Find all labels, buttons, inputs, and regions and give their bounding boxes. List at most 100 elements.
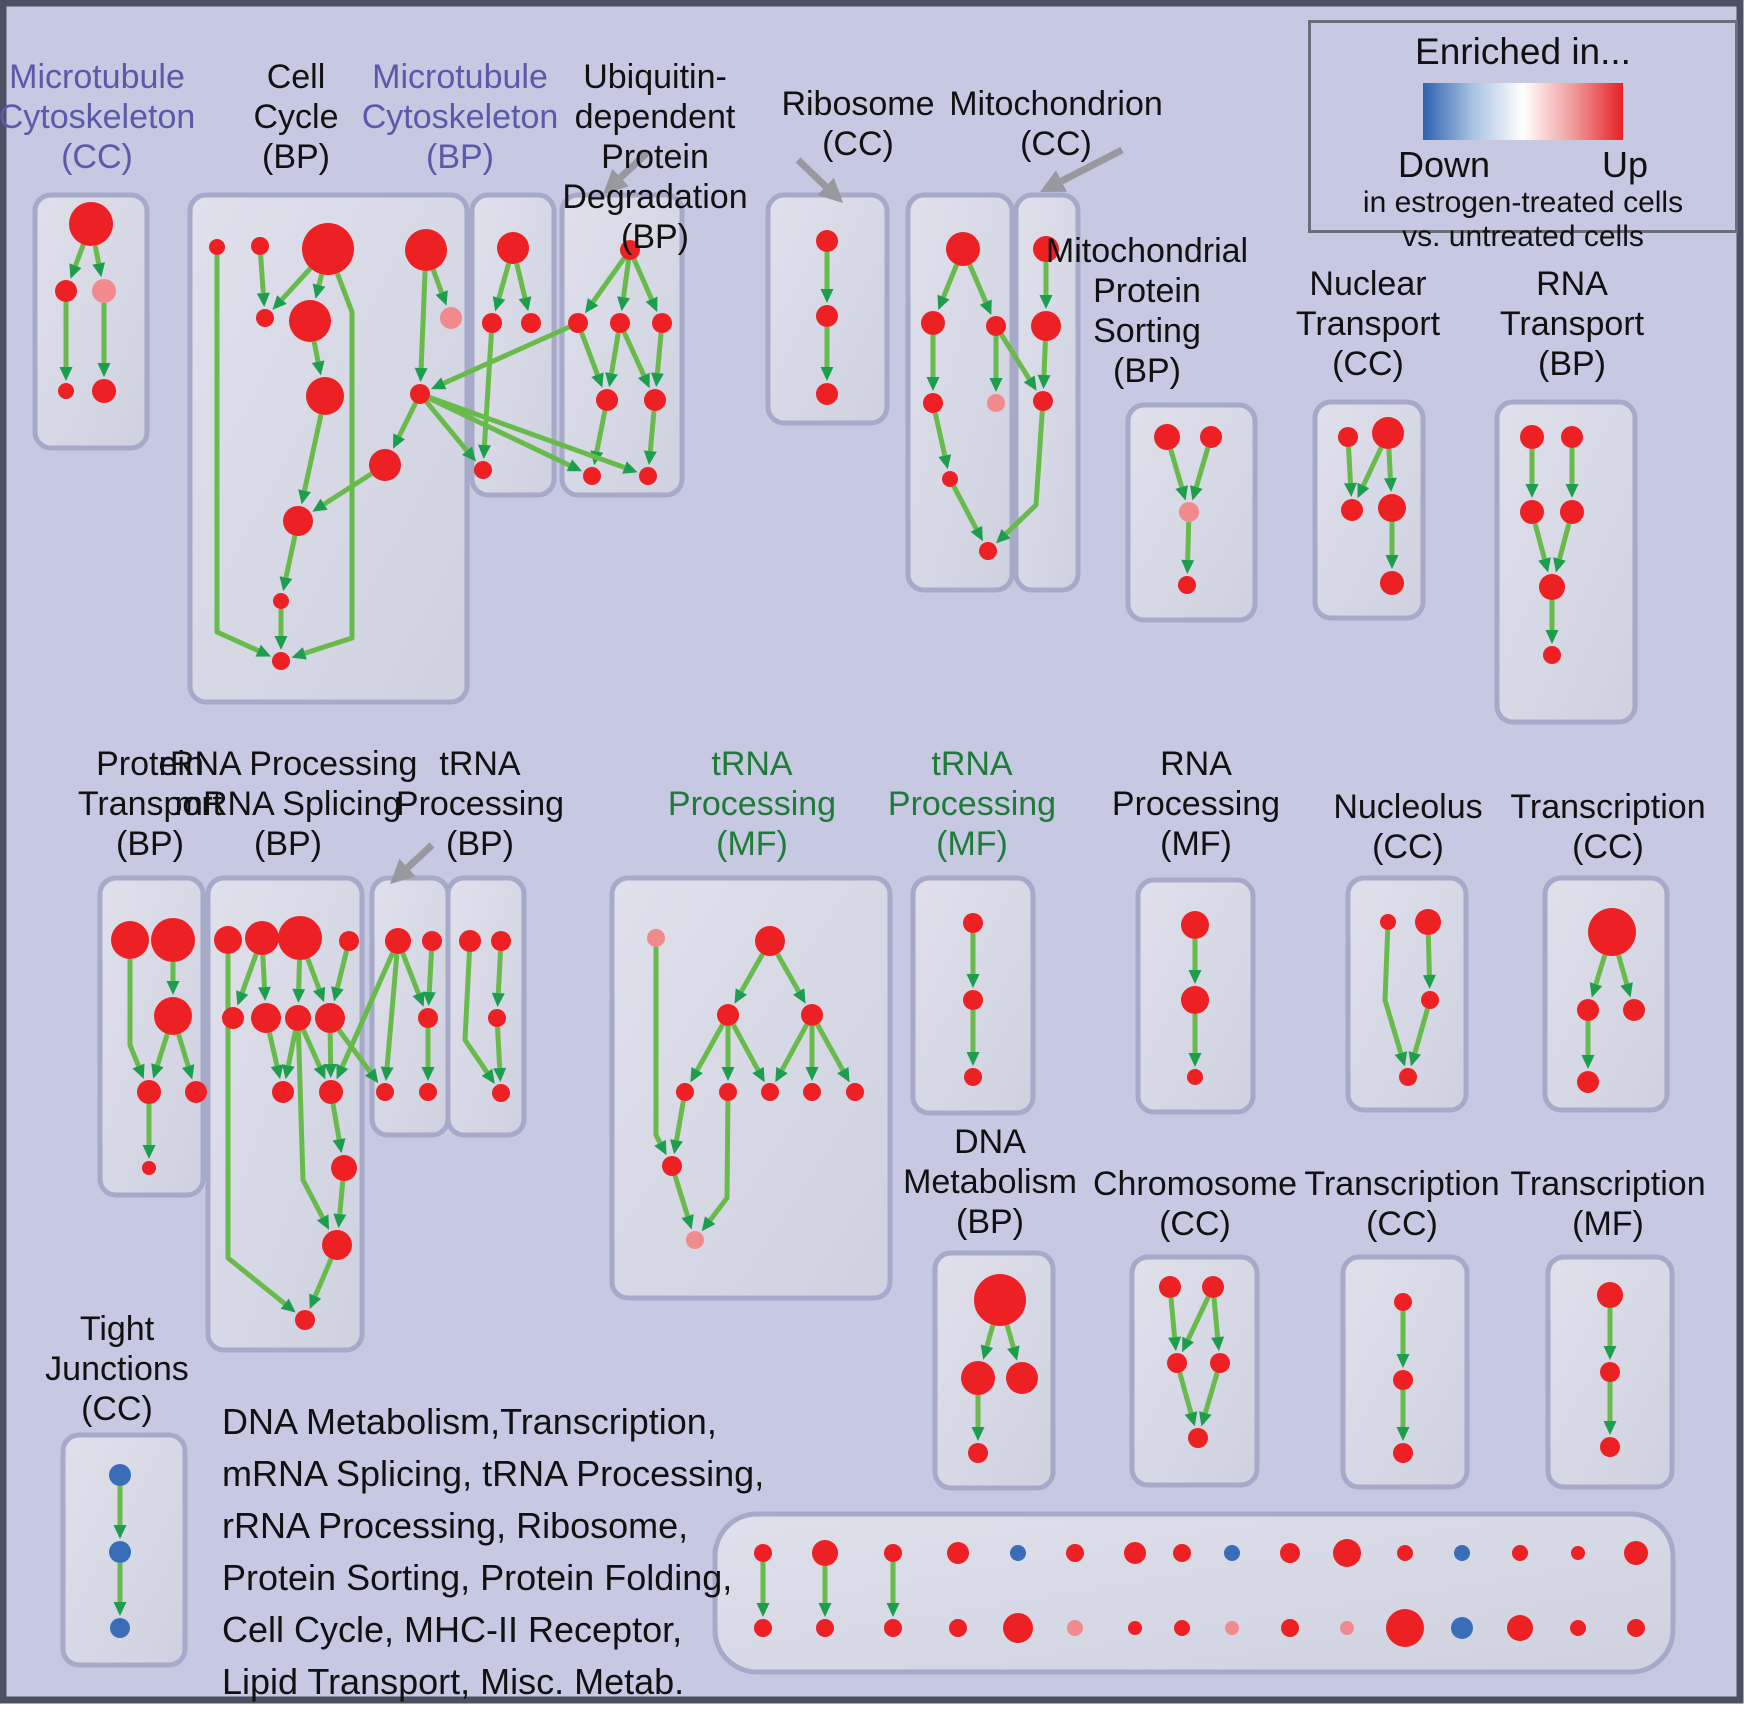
cluster-box-ribosome (905, 192, 1015, 593)
node-ribosome-f3 (986, 316, 1006, 336)
edge-microtubule-cc-head (97, 363, 111, 377)
edge-mitochondrial-protein-sorting-head (1181, 559, 1195, 574)
node-strip-top-1 (754, 1544, 772, 1562)
edge-trna-processing-mf-big-head (775, 1066, 788, 1083)
edge-ribosome-head (989, 378, 1003, 392)
edge-dna-metabolism-head (971, 1427, 985, 1441)
node-microtubule-cc-a1 (69, 202, 113, 246)
edge-trna-processing-mf-big-head (721, 1067, 735, 1081)
node-mitochondrion-g2 (1031, 311, 1061, 341)
node-strip-bottom-5 (1003, 1613, 1033, 1643)
node-trna-processing-bp-1-t1b (422, 931, 442, 951)
edge-transcription-cc-1 (1616, 954, 1630, 985)
cell-cycle-label-line1: Cell (267, 58, 326, 96)
node-trna-processing-mf-big-m8 (846, 1083, 864, 1101)
node-cell-cycle-b8 (306, 377, 344, 415)
edge-rrna-processing-mrna-splicing (334, 950, 350, 989)
edge-microtubule-bp-head (478, 444, 491, 459)
ubiquitin-arrow-right-head (817, 177, 843, 203)
node-nucleolus-p3 (1421, 991, 1439, 1009)
node-dna-metabolism-r1 (974, 1274, 1026, 1326)
node-trna-processing-bp-2-t2a (459, 930, 481, 952)
edge-ubiquitin-degradation-1-head (585, 298, 599, 314)
edge-ribosome (932, 412, 948, 457)
edge-trna-processing-mf-big-head (654, 1139, 667, 1156)
dna-metabolism-label-line1: DNA (954, 1123, 1026, 1161)
edge-cell-cycle-head (393, 433, 405, 449)
edge-trna-processing-mf-big (695, 1023, 725, 1072)
node-rrna-processing-mrna-splicing-l4 (339, 931, 359, 951)
mitochondrion-arrow-head (1040, 170, 1067, 192)
edge-rrna-processing-mrna-splicing-head (258, 986, 271, 1001)
edge-microtubule-cc-head (59, 367, 73, 381)
node-strip-top-5 (1010, 1545, 1026, 1561)
node-mitochondrial-protein-sorting-h2 (1200, 426, 1222, 448)
edge-cell-cycle-head (435, 290, 448, 306)
edge-microtubule-bp (514, 263, 528, 299)
cross-edge-head (995, 529, 1011, 544)
node-transcription-cc-1-q2 (1577, 999, 1599, 1021)
node-strip-top-4 (947, 1542, 969, 1564)
cross-edge (424, 400, 469, 453)
edge-trna-processing-bp-2-head (493, 1067, 507, 1082)
node-nuclear-transport-i3 (1341, 499, 1363, 521)
edge-nuclear-transport (1346, 446, 1353, 484)
edge-trna-processing-bp-2 (462, 951, 490, 1074)
edge-ubiquitin-degradation-1-head (637, 372, 650, 389)
node-mitochondrion-g3 (1033, 391, 1053, 411)
edge-microtubule-bp-head (492, 296, 506, 312)
ubiquitin-label-line5: (BP) (621, 218, 689, 256)
edge-cell-cycle (322, 471, 373, 507)
node-dna-metabolism-r4 (968, 1443, 988, 1463)
nuclear-transport-label-line1: Nuclear (1309, 265, 1426, 303)
edge-rrna-processing-mrna-splicing-head (292, 988, 306, 1003)
ubiquitin-label-line2: dependent (575, 98, 736, 136)
node-strip-top-12 (1397, 1545, 1413, 1561)
node-microtubule-cc-a4 (58, 383, 74, 399)
node-trna-processing-mf-big-m10 (686, 1231, 704, 1249)
rna-processing-label-line1: RNA (1160, 745, 1232, 783)
tight-junctions-label-line2: Junctions (45, 1350, 189, 1388)
edge-rna-transport-head (1565, 484, 1579, 498)
node-rrna-processing-mrna-splicing-l1 (214, 926, 242, 954)
edge-trna-processing-mf-big-head (837, 1067, 850, 1083)
node-ubiquitin-degradation-1-d5 (596, 389, 618, 411)
edge-mitochondrial-protein-sorting (1185, 521, 1192, 561)
node-protein-transport-k2 (151, 918, 195, 962)
edge-mitochondrion-head (1037, 374, 1051, 389)
edge-ubiquitin-degradation-1 (647, 410, 657, 452)
microtubule-bp-label-line1: Microtubule (372, 58, 548, 96)
node-mitochondrial-protein-sorting-h3 (1179, 502, 1199, 522)
edge-misc-clusters-strip-head (756, 1603, 770, 1617)
node-transcription-cc-1-q3 (1623, 999, 1645, 1021)
edge-trna-processing-bp-1-head (380, 1066, 394, 1081)
node-protein-transport-k4 (137, 1080, 161, 1104)
trna-bp-arrow-head (390, 858, 416, 884)
rrna-label-line1: rRNA Processing (159, 745, 418, 783)
edge-nuclear-transport (1386, 448, 1393, 479)
edge-ribosome-head (979, 299, 992, 315)
edge-microtubule-cc-head (92, 262, 105, 278)
edge-cell-cycle-head (272, 295, 287, 310)
legend-subtitle-line1: in estrogen-treated cells (1362, 186, 1684, 219)
node-nucleolus-p2 (1415, 909, 1441, 935)
node-tight-junctions-v3 (110, 1618, 130, 1638)
edge-rrna-processing-mrna-splicing (260, 954, 267, 988)
transcription-cc2-label-line2: (CC) (1366, 1205, 1438, 1243)
edge-protein-transport-head (132, 1063, 145, 1079)
edge-ribosome-head (970, 525, 983, 542)
edge-trna-processing-bp-1-head (422, 991, 436, 1006)
node-strip-bottom-6 (1067, 1620, 1083, 1636)
edge-trna-processing-bp-2-head (491, 992, 505, 1007)
ubiquitin-label-line4: Degradation (562, 178, 747, 216)
edge-chromosome (1202, 1371, 1220, 1414)
edge-misc-clusters-strip-head (886, 1603, 900, 1617)
node-trna-processing-mf-big-m2 (717, 1004, 739, 1026)
cluster-box-transcription-cc-1 (1542, 875, 1670, 1113)
edge-rrna-processing-mrna-splicing (330, 1103, 342, 1140)
edge-trna-processing-mf-small-head (966, 974, 980, 988)
trna-mf-label-1-line1: tRNA (711, 745, 793, 783)
trna-mf-label-1-line2: Processing (668, 785, 836, 823)
edge-rrna-processing-mrna-splicing (305, 957, 322, 990)
node-rna-processing-mf-o1 (1181, 911, 1209, 939)
